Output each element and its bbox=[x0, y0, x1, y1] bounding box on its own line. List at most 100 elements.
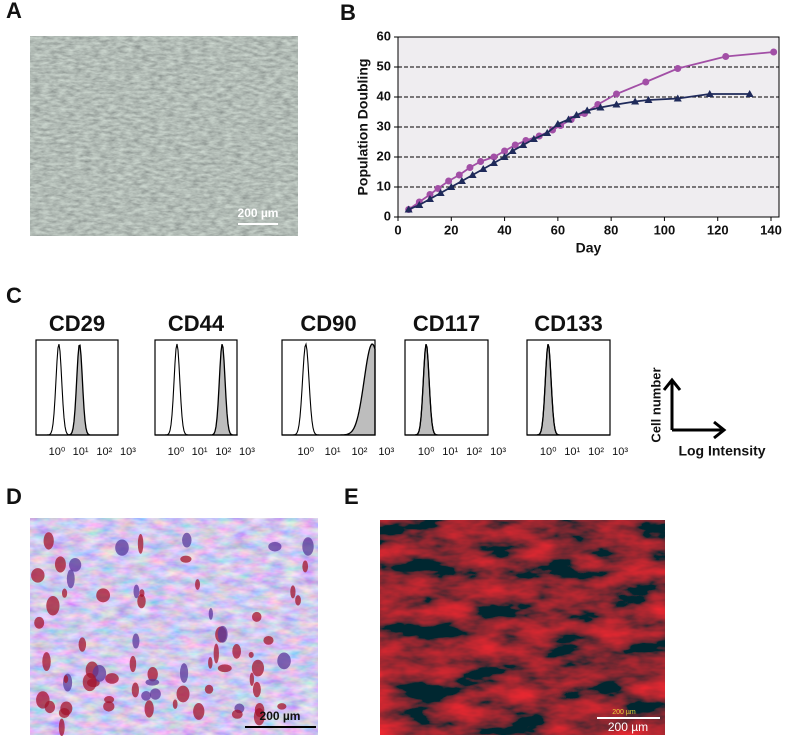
flow-histograms: CD29 10⁰ 10¹ 10² 10³ CD44 10⁰ 10¹ 10² 10³ CD90 10⁰ 1… bbox=[35, 311, 628, 458]
stain-spot bbox=[82, 672, 97, 692]
scale-bar-label: 200 µm bbox=[608, 720, 648, 734]
point bbox=[447, 183, 456, 190]
x-tick-label: 10² bbox=[351, 446, 367, 458]
stain-spot bbox=[251, 611, 262, 622]
histogram-frame bbox=[281, 339, 376, 436]
x-tick-label: 20 bbox=[444, 222, 458, 237]
stain-spot bbox=[31, 568, 45, 583]
histogram-frame bbox=[35, 339, 119, 436]
histogram-frame bbox=[404, 339, 489, 436]
point bbox=[466, 164, 474, 171]
axes-arrow bbox=[662, 377, 727, 440]
point bbox=[644, 96, 653, 103]
point bbox=[612, 100, 621, 108]
point bbox=[445, 177, 453, 185]
stain-spot bbox=[277, 652, 291, 670]
panel-label: C bbox=[6, 283, 22, 308]
stained-histogram bbox=[155, 344, 238, 436]
stain-spot bbox=[302, 537, 314, 556]
stained-histogram bbox=[36, 344, 118, 436]
stain-spot bbox=[103, 701, 115, 712]
stain-spot bbox=[34, 616, 45, 629]
stain-spot bbox=[69, 557, 82, 572]
x-tick-label: 60 bbox=[551, 222, 565, 237]
panel-label: A bbox=[6, 0, 22, 23]
stain-spot bbox=[147, 667, 158, 682]
marker-name: CD133 bbox=[534, 311, 602, 336]
stain-spot bbox=[254, 702, 265, 718]
stain-spot bbox=[290, 585, 296, 599]
y-tick-label: 20 bbox=[377, 148, 391, 163]
y-tick-label: 40 bbox=[377, 88, 391, 103]
micrograph bbox=[30, 36, 298, 236]
histogram-frame bbox=[154, 339, 238, 436]
point bbox=[489, 159, 498, 166]
stain-spot bbox=[213, 643, 219, 664]
point bbox=[529, 135, 538, 142]
point bbox=[468, 171, 477, 178]
x-tick-label: 10³ bbox=[378, 446, 394, 458]
marker-name: CD90 bbox=[300, 311, 356, 336]
micrograph bbox=[30, 518, 318, 735]
point bbox=[673, 94, 682, 102]
point bbox=[477, 158, 485, 165]
x-tick-label: 10¹ bbox=[73, 446, 89, 458]
y-tick-label: 60 bbox=[377, 28, 391, 43]
x-tick-label: 140 bbox=[760, 222, 782, 237]
stain-spot bbox=[180, 555, 192, 563]
stained-histogram bbox=[282, 343, 376, 436]
stain-spot bbox=[252, 681, 261, 698]
stain-spot bbox=[131, 682, 140, 698]
stain-spot bbox=[137, 533, 144, 554]
stain-spot bbox=[193, 702, 205, 720]
point bbox=[549, 126, 557, 134]
x-tick-label: 10⁰ bbox=[418, 446, 435, 458]
stain-spot bbox=[54, 556, 66, 573]
point bbox=[490, 153, 498, 161]
x-tick-label: 10¹ bbox=[442, 446, 458, 458]
point bbox=[553, 120, 562, 127]
x-tick-label: 10¹ bbox=[564, 446, 580, 458]
point bbox=[572, 111, 581, 118]
point bbox=[425, 195, 434, 202]
point bbox=[508, 147, 517, 154]
marker-name: CD44 bbox=[168, 311, 225, 336]
stain-spot bbox=[182, 532, 192, 548]
stain-spot bbox=[78, 637, 87, 652]
x-tick-label: 10³ bbox=[612, 446, 628, 458]
point bbox=[745, 90, 754, 97]
x-tick-label: 10² bbox=[466, 446, 482, 458]
stain-spot bbox=[172, 699, 178, 709]
stain-spot bbox=[115, 539, 129, 556]
point bbox=[543, 129, 552, 136]
scale-bar-label-small: 200 µm bbox=[612, 709, 636, 716]
point bbox=[501, 147, 509, 155]
x-tick-label: 10¹ bbox=[192, 446, 208, 458]
stain-spot bbox=[66, 569, 75, 589]
y-axis-label: Population Doubling bbox=[355, 59, 371, 196]
point bbox=[612, 90, 620, 98]
stain-spot bbox=[248, 651, 254, 658]
fluorescence-image bbox=[380, 520, 665, 735]
x-tick-label: 80 bbox=[604, 222, 618, 237]
point bbox=[642, 78, 650, 86]
stain-spot bbox=[232, 644, 242, 659]
stain-spot bbox=[58, 718, 65, 737]
point bbox=[583, 106, 592, 114]
stain-spot bbox=[251, 659, 265, 677]
x-tick-label: 10⁰ bbox=[168, 446, 185, 458]
panel-label: B bbox=[340, 0, 356, 25]
stain-spot bbox=[36, 691, 50, 709]
point bbox=[511, 141, 519, 149]
stain-spot bbox=[204, 684, 214, 694]
stained-histogram bbox=[405, 344, 488, 436]
stain-spot bbox=[129, 655, 137, 673]
x-tick-label: 10⁰ bbox=[297, 446, 314, 458]
y-tick-label: 0 bbox=[384, 208, 391, 223]
stain-spot bbox=[139, 589, 145, 598]
y-tick-label: 30 bbox=[377, 118, 391, 133]
x-tick-label: 120 bbox=[707, 222, 729, 237]
panel-label: E bbox=[344, 484, 359, 509]
x-tick-label: 10² bbox=[588, 446, 604, 458]
stain-spot bbox=[132, 633, 140, 649]
